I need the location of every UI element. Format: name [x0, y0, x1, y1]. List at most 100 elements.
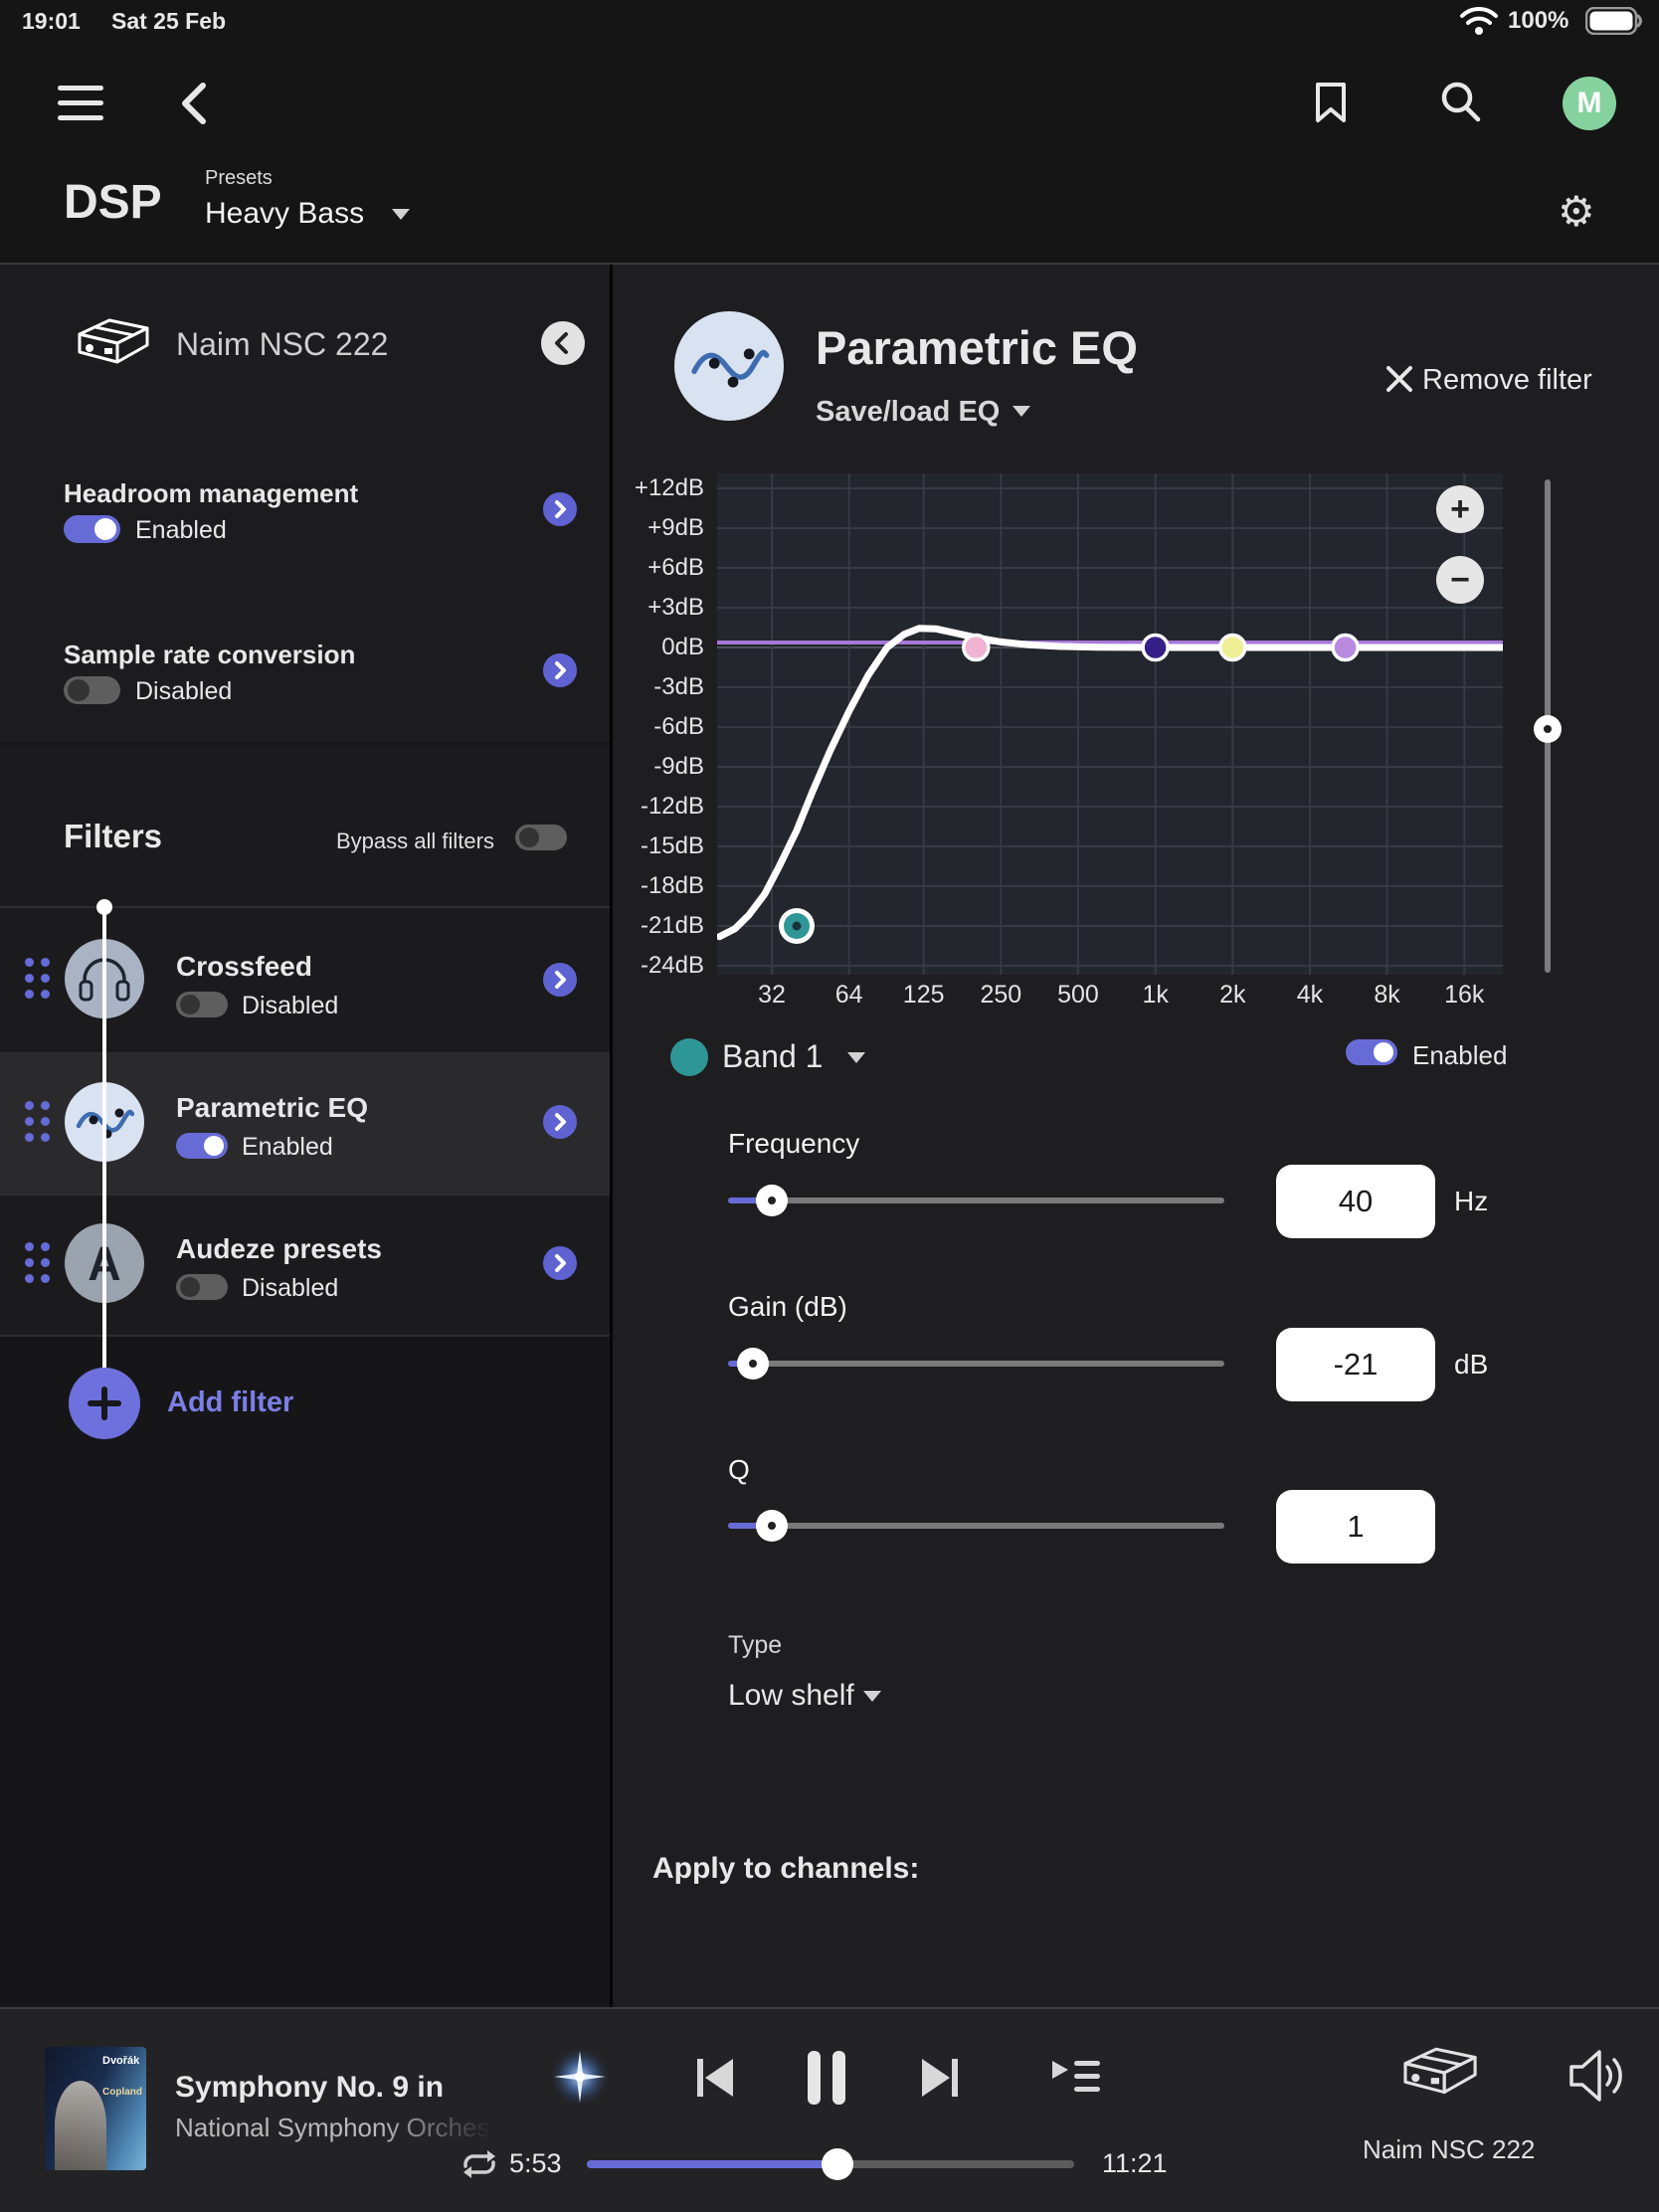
- device-card: [0, 265, 610, 743]
- progress-thumb[interactable]: [822, 2148, 854, 2180]
- audeze-chevron-button[interactable]: [543, 1246, 577, 1280]
- preset-caret-icon[interactable]: [392, 209, 410, 220]
- crossfeed-toggle[interactable]: [176, 992, 228, 1017]
- divider: [0, 906, 610, 908]
- gain-unit: dB: [1454, 1349, 1489, 1380]
- progress-fill: [587, 2160, 838, 2168]
- band-enabled-label: Enabled: [1412, 1040, 1508, 1070]
- settings-gear-icon[interactable]: ⚙: [1558, 187, 1595, 236]
- chevron-right-icon: [555, 1113, 566, 1131]
- frequency-unit: Hz: [1454, 1186, 1489, 1216]
- x-axis-tick: 500: [1057, 981, 1099, 1009]
- x-axis-tick: 16k: [1444, 981, 1485, 1009]
- eq-curve-svg: [715, 473, 1506, 975]
- zoom-out-button[interactable]: −: [1436, 556, 1484, 604]
- filter-label-crossfeed[interactable]: Crossfeed: [176, 951, 312, 982]
- sample-rate-toggle[interactable]: [64, 676, 120, 704]
- sparkle-icon[interactable]: [548, 2045, 612, 2109]
- filter-chain-line: [102, 907, 106, 1370]
- wifi-icon: [1460, 6, 1498, 35]
- filters-header: Filters: [64, 818, 163, 854]
- y-axis-tick: -18dB: [640, 872, 704, 899]
- crossfeed-chevron-button[interactable]: [543, 963, 577, 997]
- parametric-eq-header-icon: [674, 311, 784, 421]
- zoom-in-button[interactable]: +: [1436, 485, 1484, 533]
- pause-button-icon[interactable]: [802, 2049, 851, 2107]
- y-axis-tick: 0dB: [661, 634, 704, 660]
- y-axis-tick: +12dB: [634, 474, 704, 501]
- plus-icon: [88, 1386, 121, 1420]
- frequency-value-field[interactable]: 40: [1276, 1165, 1435, 1238]
- chevron-right-icon: [555, 500, 566, 518]
- preset-selector[interactable]: Heavy Bass: [205, 197, 365, 230]
- avatar[interactable]: M: [1563, 77, 1616, 130]
- filter-label-parametric-eq[interactable]: Parametric EQ: [176, 1092, 368, 1123]
- parametric-eq-toggle[interactable]: [176, 1133, 228, 1159]
- x-axis-tick: 2k: [1219, 981, 1246, 1009]
- search-icon[interactable]: [1438, 80, 1482, 123]
- frequency-label: Frequency: [728, 1128, 860, 1159]
- filter-state-crossfeed: Disabled: [242, 992, 339, 1019]
- audeze-toggle[interactable]: [176, 1274, 228, 1300]
- bookmark-icon[interactable]: [1315, 82, 1347, 123]
- parametric-eq-chevron-button[interactable]: [543, 1105, 577, 1139]
- band-color-dot: [670, 1038, 708, 1076]
- q-label: Q: [728, 1454, 750, 1485]
- previous-track-icon[interactable]: [692, 2055, 738, 2101]
- gain-slider[interactable]: [728, 1348, 1224, 1380]
- queue-icon[interactable]: [1050, 2059, 1102, 2099]
- band-selector[interactable]: Band 1: [722, 1038, 824, 1074]
- album-art-text-top: Dvořák: [102, 2055, 140, 2067]
- album-art-text-mid: Copland: [102, 2087, 142, 2098]
- add-filter-button[interactable]: [69, 1368, 140, 1439]
- type-caret-icon[interactable]: [863, 1691, 881, 1702]
- back-icon[interactable]: [177, 82, 211, 125]
- q-slider[interactable]: [728, 1510, 1224, 1542]
- headroom-chevron-button[interactable]: [543, 492, 577, 526]
- collapse-sidebar-button[interactable]: [541, 321, 585, 365]
- type-selector[interactable]: Low shelf: [728, 1679, 854, 1712]
- divider: [0, 1335, 610, 1337]
- battery-icon: [1585, 7, 1642, 35]
- setting-state-src: Disabled: [135, 677, 233, 705]
- album-art[interactable]: Dvořák Copland: [45, 2047, 146, 2170]
- band-caret-icon[interactable]: [847, 1052, 865, 1063]
- filter-label-audeze[interactable]: Audeze presets: [176, 1233, 382, 1264]
- repeat-icon[interactable]: [461, 2148, 497, 2180]
- headroom-toggle[interactable]: [64, 515, 120, 543]
- output-device-name[interactable]: Naim NSC 222: [1363, 2134, 1536, 2164]
- save-load-caret-icon[interactable]: [1013, 406, 1030, 417]
- bypass-label: Bypass all filters: [336, 829, 494, 853]
- battery-percent: 100%: [1508, 7, 1569, 34]
- y-axis-tick: -6dB: [653, 713, 704, 740]
- x-axis-tick: 1k: [1142, 981, 1169, 1009]
- menu-icon[interactable]: [58, 84, 107, 123]
- chevron-left-icon: [555, 332, 568, 354]
- drag-handle[interactable]: [25, 1242, 53, 1284]
- band-enabled-toggle[interactable]: [1346, 1039, 1397, 1065]
- type-label: Type: [728, 1631, 783, 1659]
- save-load-eq-button[interactable]: Save/load EQ: [816, 396, 1001, 428]
- setting-label-headroom: Headroom management: [64, 478, 359, 508]
- remove-filter-button[interactable]: Remove filter: [1422, 364, 1592, 396]
- q-value-field[interactable]: 1: [1276, 1490, 1435, 1564]
- bypass-toggle[interactable]: [515, 825, 567, 850]
- src-chevron-button[interactable]: [543, 653, 577, 687]
- close-icon[interactable]: [1384, 364, 1414, 394]
- volume-icon[interactable]: [1567, 2047, 1631, 2105]
- frequency-slider[interactable]: [728, 1185, 1224, 1216]
- track-title[interactable]: Symphony No. 9 in: [175, 2071, 445, 2104]
- x-axis-tick: 4k: [1296, 981, 1324, 1009]
- drag-handle[interactable]: [25, 1101, 53, 1143]
- eq-wave-icon: [691, 348, 770, 388]
- gain-value-field[interactable]: -21: [1276, 1328, 1435, 1401]
- add-filter-label[interactable]: Add filter: [167, 1386, 294, 1418]
- eq-chart[interactable]: [715, 473, 1506, 975]
- y-axis-tick: -12dB: [640, 793, 704, 820]
- eq-vertical-slider-thumb[interactable]: [1534, 715, 1562, 743]
- setting-state-headroom: Enabled: [135, 516, 227, 544]
- player-bar: [0, 2007, 1659, 2212]
- drag-handle[interactable]: [25, 958, 53, 1000]
- output-device-icon[interactable]: [1396, 2041, 1482, 2107]
- next-track-icon[interactable]: [917, 2055, 963, 2101]
